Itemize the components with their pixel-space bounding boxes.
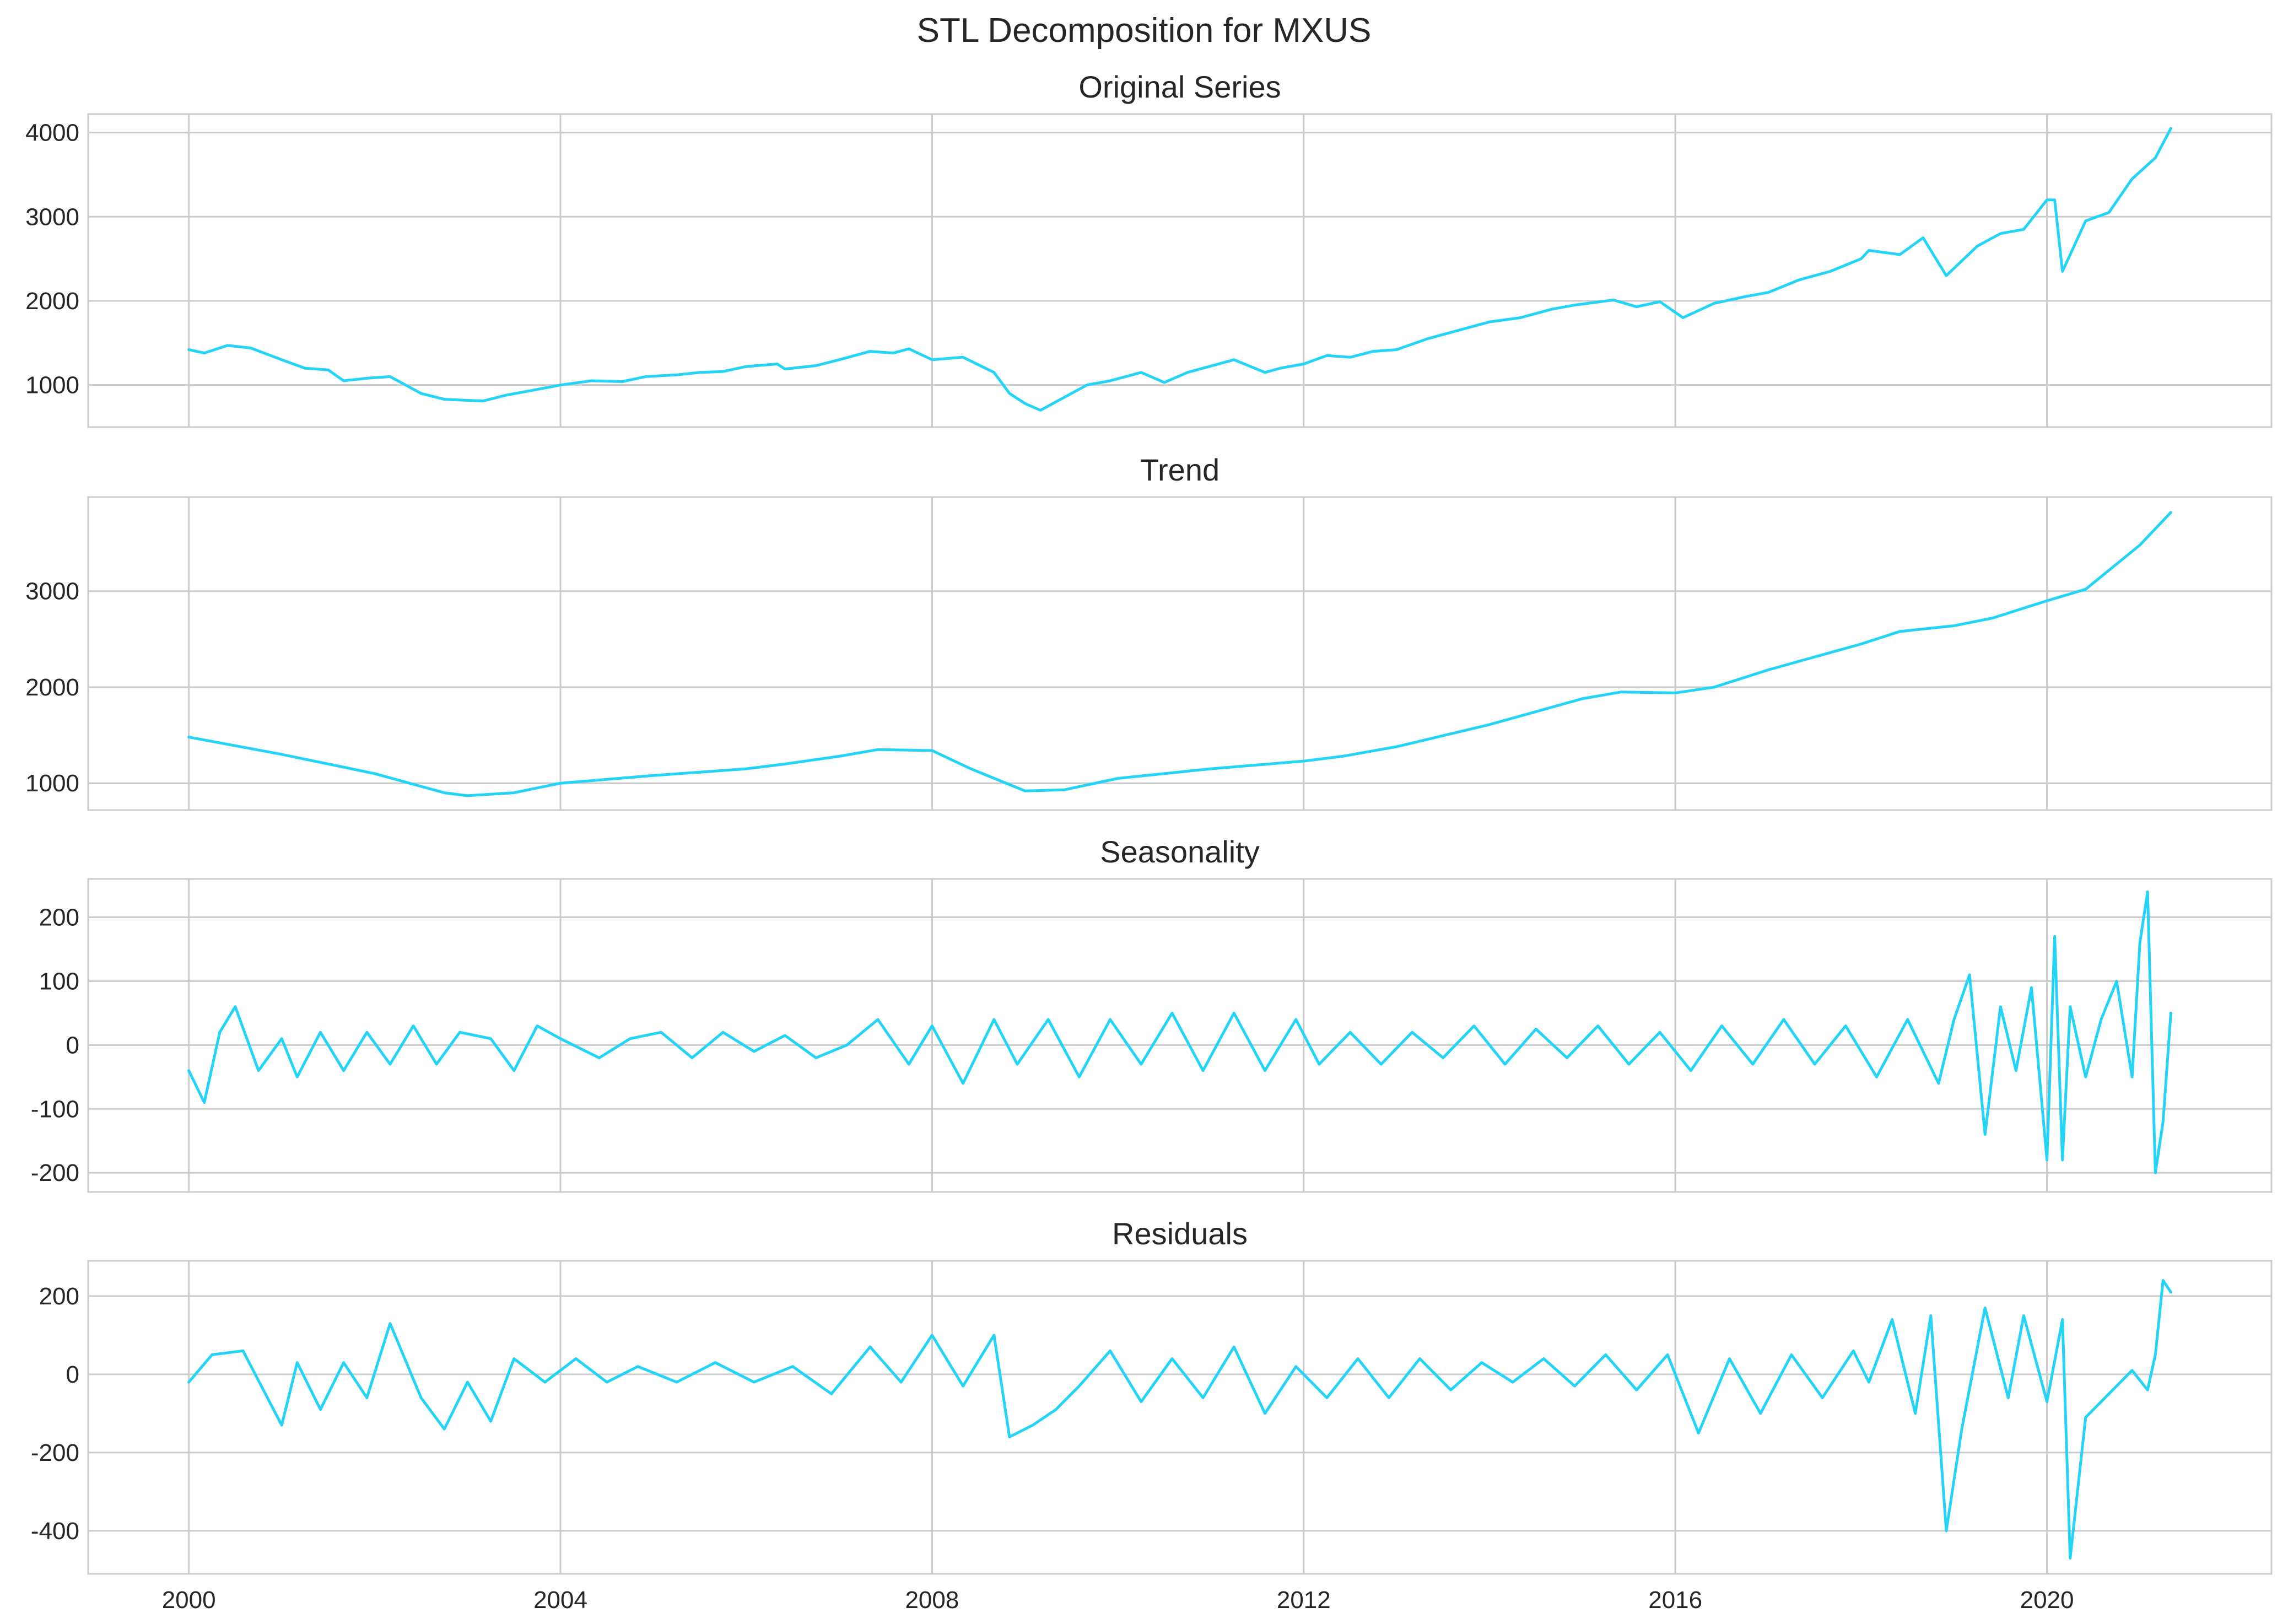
- xtick-label: 2004: [533, 1587, 587, 1614]
- xtick-label: 2016: [1648, 1587, 1702, 1614]
- trend-panel: 1000 2000 3000 Trend: [25, 452, 2273, 811]
- residuals-plot-frame: [87, 1260, 2273, 1575]
- original-panel: 1000 2000 3000 4000 Original Series: [25, 69, 2273, 428]
- trend-ytick-label: 2000: [25, 674, 79, 701]
- original-ytick-label: 2000: [25, 288, 79, 315]
- residuals-series-line: [187, 1279, 2172, 1560]
- seasonality-series-line: [187, 890, 2172, 1174]
- trend-ytick-label: 1000: [25, 770, 79, 797]
- xtick-label: 2012: [1277, 1587, 1331, 1614]
- residuals-panel: -400 -200 0 200 Residuals 2000 2004 2008 2012 201…: [31, 1216, 2273, 1614]
- seasonality-ytick-label: 200: [39, 904, 79, 931]
- trend-series-line: [187, 511, 2172, 797]
- trend-ytick-label: 3000: [25, 578, 79, 605]
- seasonality-ytick-label: 100: [39, 968, 79, 995]
- chart-title: STL Decomposition for MXUS: [917, 12, 1372, 50]
- trend-title: Trend: [1140, 452, 1219, 487]
- seasonality-plot-frame: [87, 878, 2273, 1193]
- original-series-line: [187, 127, 2172, 412]
- residuals-title: Residuals: [1112, 1216, 1248, 1251]
- xtick-label: 2000: [162, 1587, 216, 1614]
- residuals-ytick-label: -200: [31, 1439, 79, 1466]
- residuals-ytick-label: 200: [39, 1283, 79, 1310]
- xtick-label: 2008: [905, 1587, 959, 1614]
- trend-plot-frame: [87, 496, 2273, 811]
- original-ytick-label: 1000: [25, 372, 79, 399]
- seasonality-ytick-label: -100: [31, 1096, 79, 1123]
- xtick-label: 2020: [2020, 1587, 2074, 1614]
- seasonality-ytick-label: -200: [31, 1159, 79, 1186]
- residuals-ytick-label: 0: [66, 1361, 79, 1388]
- original-ytick-label: 3000: [25, 203, 79, 230]
- seasonality-ytick-label: 0: [66, 1032, 79, 1059]
- original-ytick-label: 4000: [25, 120, 79, 147]
- seasonality-panel: -200 -100 0 100 200 Seasonality: [31, 834, 2273, 1193]
- seasonality-title: Seasonality: [1100, 834, 1260, 869]
- original-plot-frame: [87, 113, 2273, 428]
- original-title: Original Series: [1078, 69, 1281, 104]
- residuals-ytick-label: -400: [31, 1518, 79, 1545]
